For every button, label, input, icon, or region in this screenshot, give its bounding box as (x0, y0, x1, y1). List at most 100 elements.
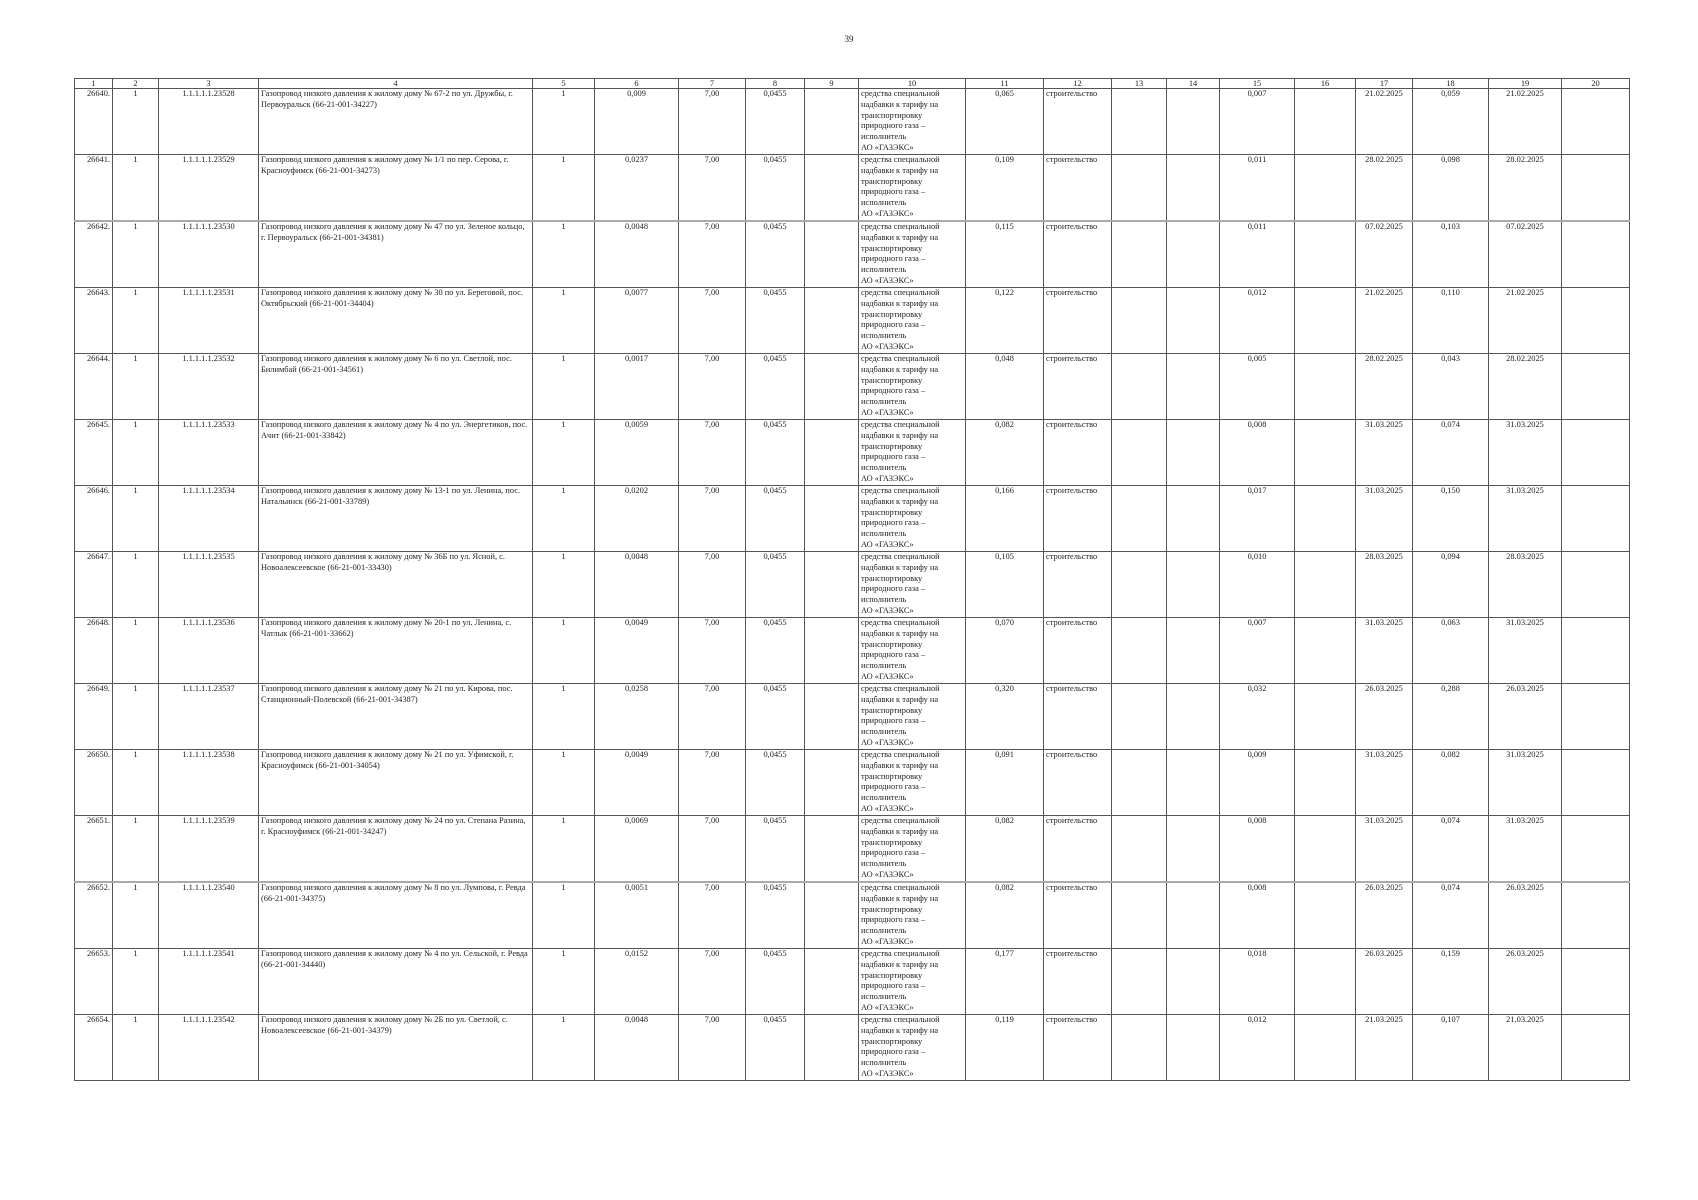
cell-col-14 (1166, 485, 1220, 552)
cell-col-17: 07.02.2025 (1355, 220, 1413, 288)
cell-col-4: Газопровод низкого давления к жилому дом… (258, 419, 533, 486)
cell-col-15: 0,007 (1219, 88, 1295, 155)
cell-col-8: 0,0455 (745, 485, 805, 552)
cell-col-20 (1561, 88, 1630, 155)
cell-col-2: 1 (112, 88, 159, 155)
column-header-17: 17 (1355, 78, 1413, 89)
cell-col-8: 0,0455 (745, 683, 805, 750)
cell-col-7: 7,00 (678, 881, 746, 949)
cell-col-13 (1111, 220, 1167, 288)
cell-col-7: 7,00 (678, 815, 746, 883)
cell-col-11: 0,065 (965, 88, 1044, 155)
table-row: 26648. 1 1.1.1.1.1.23536 Газопровод низкого… (74, 617, 1630, 684)
cell-col-14 (1166, 1014, 1220, 1081)
cell-col-9 (804, 683, 859, 750)
cell-col-10: средства специальной надбавки к тарифу н… (858, 485, 966, 552)
cell-col-19: 26.03.2025 (1488, 683, 1562, 750)
cell-col-7: 7,00 (678, 683, 746, 750)
cell-col-5: 1 (532, 749, 595, 816)
cell-col-19: 21.02.2025 (1488, 88, 1562, 155)
page-number: 39 (844, 34, 854, 44)
cell-col-1: 26644. (74, 353, 113, 420)
cell-col-7: 7,00 (678, 749, 746, 816)
cell-col-20 (1561, 353, 1630, 420)
cell-col-19: 07.02.2025 (1488, 220, 1562, 288)
cell-col-13 (1111, 1014, 1167, 1081)
cell-col-3: 1.1.1.1.1.23538 (158, 749, 259, 816)
cell-col-5: 1 (532, 220, 595, 288)
cell-col-17: 28.02.2025 (1355, 154, 1413, 222)
cell-col-5: 1 (532, 683, 595, 750)
cell-col-6: 0,0051 (594, 881, 679, 949)
cell-col-16 (1294, 419, 1356, 486)
cell-col-20 (1561, 220, 1630, 288)
cell-col-14 (1166, 948, 1220, 1015)
cell-col-8: 0,0455 (745, 551, 805, 618)
cell-col-10: средства специальной надбавки к тарифу н… (858, 353, 966, 420)
cell-col-12: строительство (1043, 617, 1112, 684)
cell-col-10: средства специальной надбавки к тарифу н… (858, 749, 966, 816)
table-row: 26653. 1 1.1.1.1.1.23541 Газопровод низкого… (74, 948, 1630, 1015)
cell-col-20 (1561, 419, 1630, 486)
cell-col-3: 1.1.1.1.1.23537 (158, 683, 259, 750)
cell-col-13 (1111, 88, 1167, 155)
cell-col-16 (1294, 683, 1356, 750)
cell-col-18: 0,107 (1412, 1014, 1489, 1081)
cell-col-2: 1 (112, 419, 159, 486)
cell-col-18: 0,110 (1412, 287, 1489, 354)
cell-col-8: 0,0455 (745, 220, 805, 288)
cell-col-4: Газопровод низкого давления к жилому дом… (258, 617, 533, 684)
cell-col-3: 1.1.1.1.1.23530 (158, 220, 259, 288)
cell-col-17: 31.03.2025 (1355, 617, 1413, 684)
column-header-10: 10 (858, 78, 966, 89)
cell-col-4: Газопровод низкого давления к жилому дом… (258, 485, 533, 552)
table-row: 26642. 1 1.1.1.1.1.23530 Газопровод низкого… (74, 220, 1630, 288)
cell-col-5: 1 (532, 485, 595, 552)
cell-col-3: 1.1.1.1.1.23536 (158, 617, 259, 684)
cell-col-7: 7,00 (678, 220, 746, 288)
cell-col-15: 0,012 (1219, 1014, 1295, 1081)
column-header-7: 7 (678, 78, 746, 89)
cell-col-16 (1294, 353, 1356, 420)
cell-col-10: средства специальной надбавки к тарифу н… (858, 154, 966, 222)
cell-col-14 (1166, 353, 1220, 420)
cell-col-2: 1 (112, 154, 159, 222)
table-row: 26640. 1 1.1.1.1.1.23528 Газопровод низкого… (74, 88, 1630, 155)
cell-col-12: строительство (1043, 815, 1112, 883)
cell-col-12: строительство (1043, 485, 1112, 552)
cell-col-19: 21.03.2025 (1488, 1014, 1562, 1081)
cell-col-9 (804, 551, 859, 618)
cell-col-16 (1294, 948, 1356, 1015)
cell-col-5: 1 (532, 353, 595, 420)
cell-col-16 (1294, 485, 1356, 552)
cell-col-15: 0,007 (1219, 617, 1295, 684)
cell-col-6: 0,0049 (594, 617, 679, 684)
cell-col-16 (1294, 154, 1356, 222)
cell-col-8: 0,0455 (745, 287, 805, 354)
cell-col-6: 0,0237 (594, 154, 679, 222)
cell-col-9 (804, 617, 859, 684)
column-header-15: 15 (1219, 78, 1295, 89)
cell-col-6: 0,0048 (594, 220, 679, 288)
cell-col-1: 26645. (74, 419, 113, 486)
cell-col-12: строительство (1043, 1014, 1112, 1081)
cell-col-4: Газопровод низкого давления к жилому дом… (258, 815, 533, 883)
cell-col-9 (804, 485, 859, 552)
cell-col-8: 0,0455 (745, 154, 805, 222)
cell-col-8: 0,0455 (745, 353, 805, 420)
cell-col-16 (1294, 220, 1356, 288)
cell-col-19: 31.03.2025 (1488, 617, 1562, 684)
cell-col-6: 0,009 (594, 88, 679, 155)
cell-col-3: 1.1.1.1.1.23535 (158, 551, 259, 618)
cell-col-20 (1561, 815, 1630, 883)
cell-col-12: строительство (1043, 220, 1112, 288)
cell-col-20 (1561, 617, 1630, 684)
table-row: 26641. 1 1.1.1.1.1.23529 Газопровод низкого… (74, 154, 1630, 222)
cell-col-5: 1 (532, 419, 595, 486)
cell-col-11: 0,166 (965, 485, 1044, 552)
column-header-3: 3 (158, 78, 259, 89)
cell-col-11: 0,320 (965, 683, 1044, 750)
cell-col-1: 26640. (74, 88, 113, 155)
cell-col-6: 0,0069 (594, 815, 679, 883)
cell-col-19: 31.03.2025 (1488, 485, 1562, 552)
